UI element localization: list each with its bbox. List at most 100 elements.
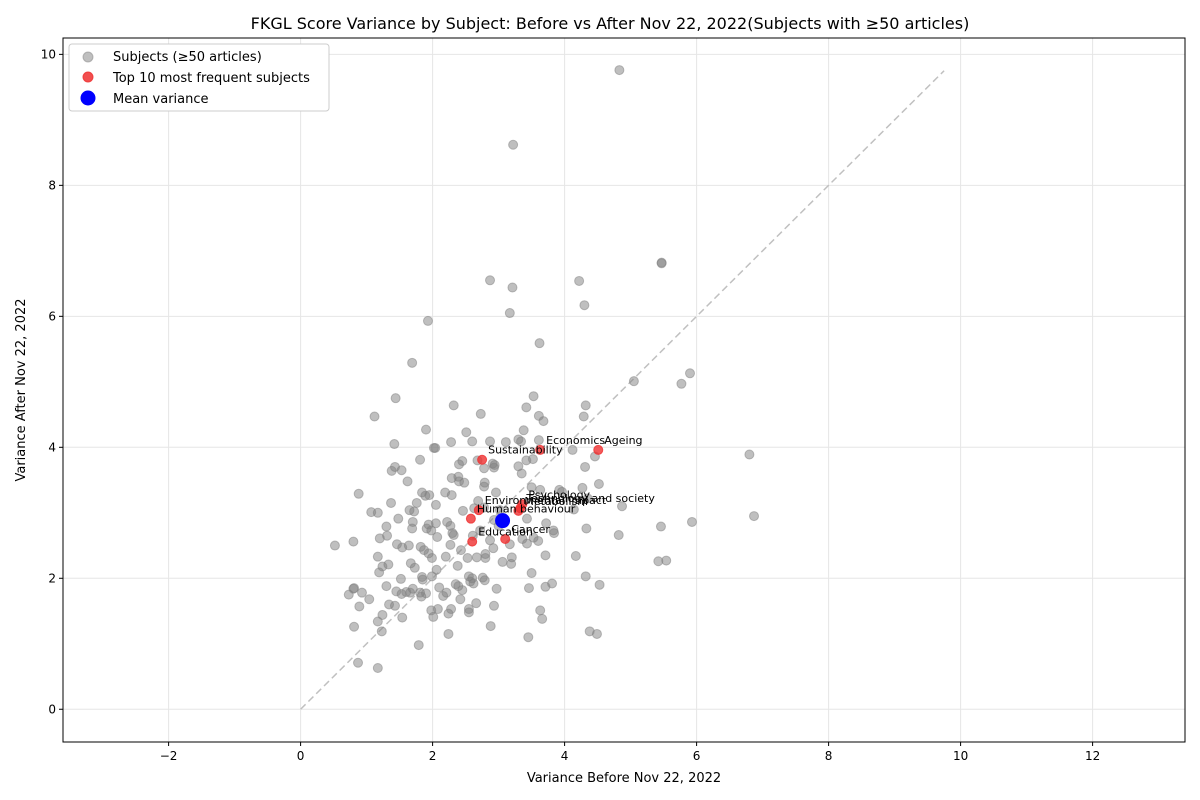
- subject-point: [389, 600, 400, 611]
- point-label: Human behaviour: [477, 503, 576, 516]
- subject-point: [518, 425, 529, 436]
- subject-point: [411, 497, 422, 508]
- subject-point: [549, 528, 560, 539]
- subject-point: [485, 275, 496, 286]
- point-label: Economics: [546, 434, 605, 447]
- subject-point: [421, 588, 431, 599]
- subject-point: [570, 551, 581, 562]
- subject-point: [537, 613, 548, 624]
- subject-point: [582, 493, 593, 504]
- subject-point: [533, 535, 544, 546]
- y-tick-label: 2: [48, 571, 56, 585]
- plot-frame: [62, 37, 1186, 743]
- subject-point: [413, 640, 424, 651]
- top-subject-point: [467, 536, 478, 547]
- subject-point: [386, 497, 397, 508]
- plot-area: [63, 38, 1185, 742]
- subject-point: [462, 552, 473, 563]
- subject-point: [614, 65, 625, 76]
- subject-point: [535, 484, 546, 495]
- subject-point: [617, 501, 628, 512]
- subject-point: [594, 579, 605, 590]
- subject-point: [567, 444, 578, 455]
- subject-point: [480, 549, 491, 560]
- subject-point: [364, 594, 375, 605]
- subject-point: [676, 378, 687, 389]
- subject-point: [452, 560, 463, 571]
- point-label: Metabolism: [524, 495, 588, 508]
- subject-point: [372, 616, 383, 627]
- point-label: Cancer: [511, 523, 550, 536]
- subject-point: [479, 481, 490, 492]
- subject-point: [455, 545, 466, 556]
- legend-label-top10: Top 10 most frequent subjects: [112, 71, 310, 86]
- subject-point: [426, 525, 437, 536]
- subject-point: [686, 516, 697, 527]
- subject-point: [593, 478, 604, 489]
- subject-point: [521, 402, 532, 413]
- subject-point: [475, 525, 486, 536]
- subject-point: [744, 449, 755, 460]
- subject-point: [685, 368, 695, 379]
- subject-point: [485, 621, 496, 632]
- subject-point: [441, 587, 452, 598]
- x-tick-label: −2: [160, 749, 178, 763]
- data-points: [329, 65, 760, 673]
- subject-point: [580, 400, 591, 411]
- subject-point: [409, 562, 420, 573]
- diagonal-reference-line: [300, 70, 945, 710]
- subject-point: [353, 657, 364, 668]
- subject-point: [454, 459, 464, 470]
- subject-point: [389, 439, 400, 450]
- subject-point: [591, 628, 602, 639]
- subject-point: [461, 427, 472, 438]
- subject-point: [577, 482, 588, 493]
- subject-point: [381, 581, 392, 592]
- subject-point: [580, 461, 591, 472]
- y-axis-label: Variance After Nov 22, 2022: [14, 298, 29, 481]
- mean-variance-point: [495, 513, 511, 529]
- y-tick-label: 6: [48, 309, 56, 323]
- subject-point: [407, 357, 418, 368]
- legend-marker-top10: [82, 71, 94, 83]
- subject-point: [526, 568, 537, 579]
- subject-point: [628, 376, 639, 387]
- subject-point: [535, 605, 546, 616]
- y-tick-label: 0: [48, 702, 56, 716]
- subject-point: [488, 543, 499, 554]
- subject-point: [523, 583, 534, 594]
- subject-point: [521, 513, 532, 524]
- point-label: Psychology: [528, 488, 590, 501]
- subject-point: [485, 436, 496, 447]
- subject-point: [422, 315, 433, 326]
- axis-ticks: −2 0 2 4 6 8 10 12 0 2 4 6 8 10: [41, 47, 1101, 763]
- y-tick-label: 4: [48, 440, 56, 454]
- subject-point: [468, 578, 479, 589]
- subject-point: [426, 552, 437, 563]
- subject-point: [393, 513, 404, 524]
- subject-point: [417, 574, 428, 585]
- subject-point: [533, 435, 544, 446]
- subject-point: [513, 434, 524, 445]
- subject-point: [556, 486, 567, 497]
- subject-point: [488, 600, 499, 611]
- subject-point: [656, 258, 667, 269]
- subject-point: [349, 621, 360, 632]
- subject-point: [432, 604, 443, 615]
- subject-point: [397, 612, 408, 623]
- subject-point: [500, 437, 511, 448]
- subject-point: [655, 521, 666, 532]
- top-subject-point: [473, 505, 484, 516]
- subject-point: [506, 558, 517, 569]
- subject-point: [396, 465, 407, 476]
- subject-point: [521, 538, 532, 549]
- x-axis-label: Variance Before Nov 22, 2022: [527, 771, 721, 786]
- x-tick-label: 6: [693, 749, 701, 763]
- y-tick-label: 10: [41, 47, 56, 61]
- point-label: Technology and society: [525, 492, 655, 505]
- subject-point: [508, 139, 519, 150]
- subject-point: [402, 476, 413, 487]
- subject-point: [356, 587, 367, 598]
- point-label: Sustainability: [488, 444, 563, 457]
- top-subject-point: [513, 505, 524, 516]
